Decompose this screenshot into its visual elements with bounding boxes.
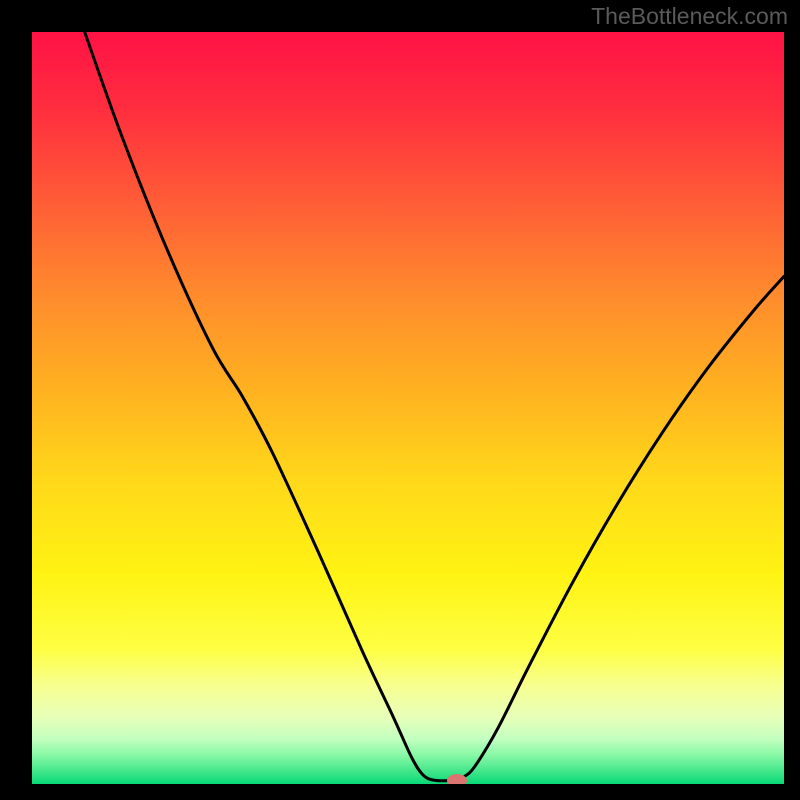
plot-area (32, 32, 784, 784)
watermark-text: TheBottleneck.com (591, 3, 788, 30)
bottleneck-curve (32, 32, 784, 784)
optimal-point-marker (447, 774, 467, 784)
